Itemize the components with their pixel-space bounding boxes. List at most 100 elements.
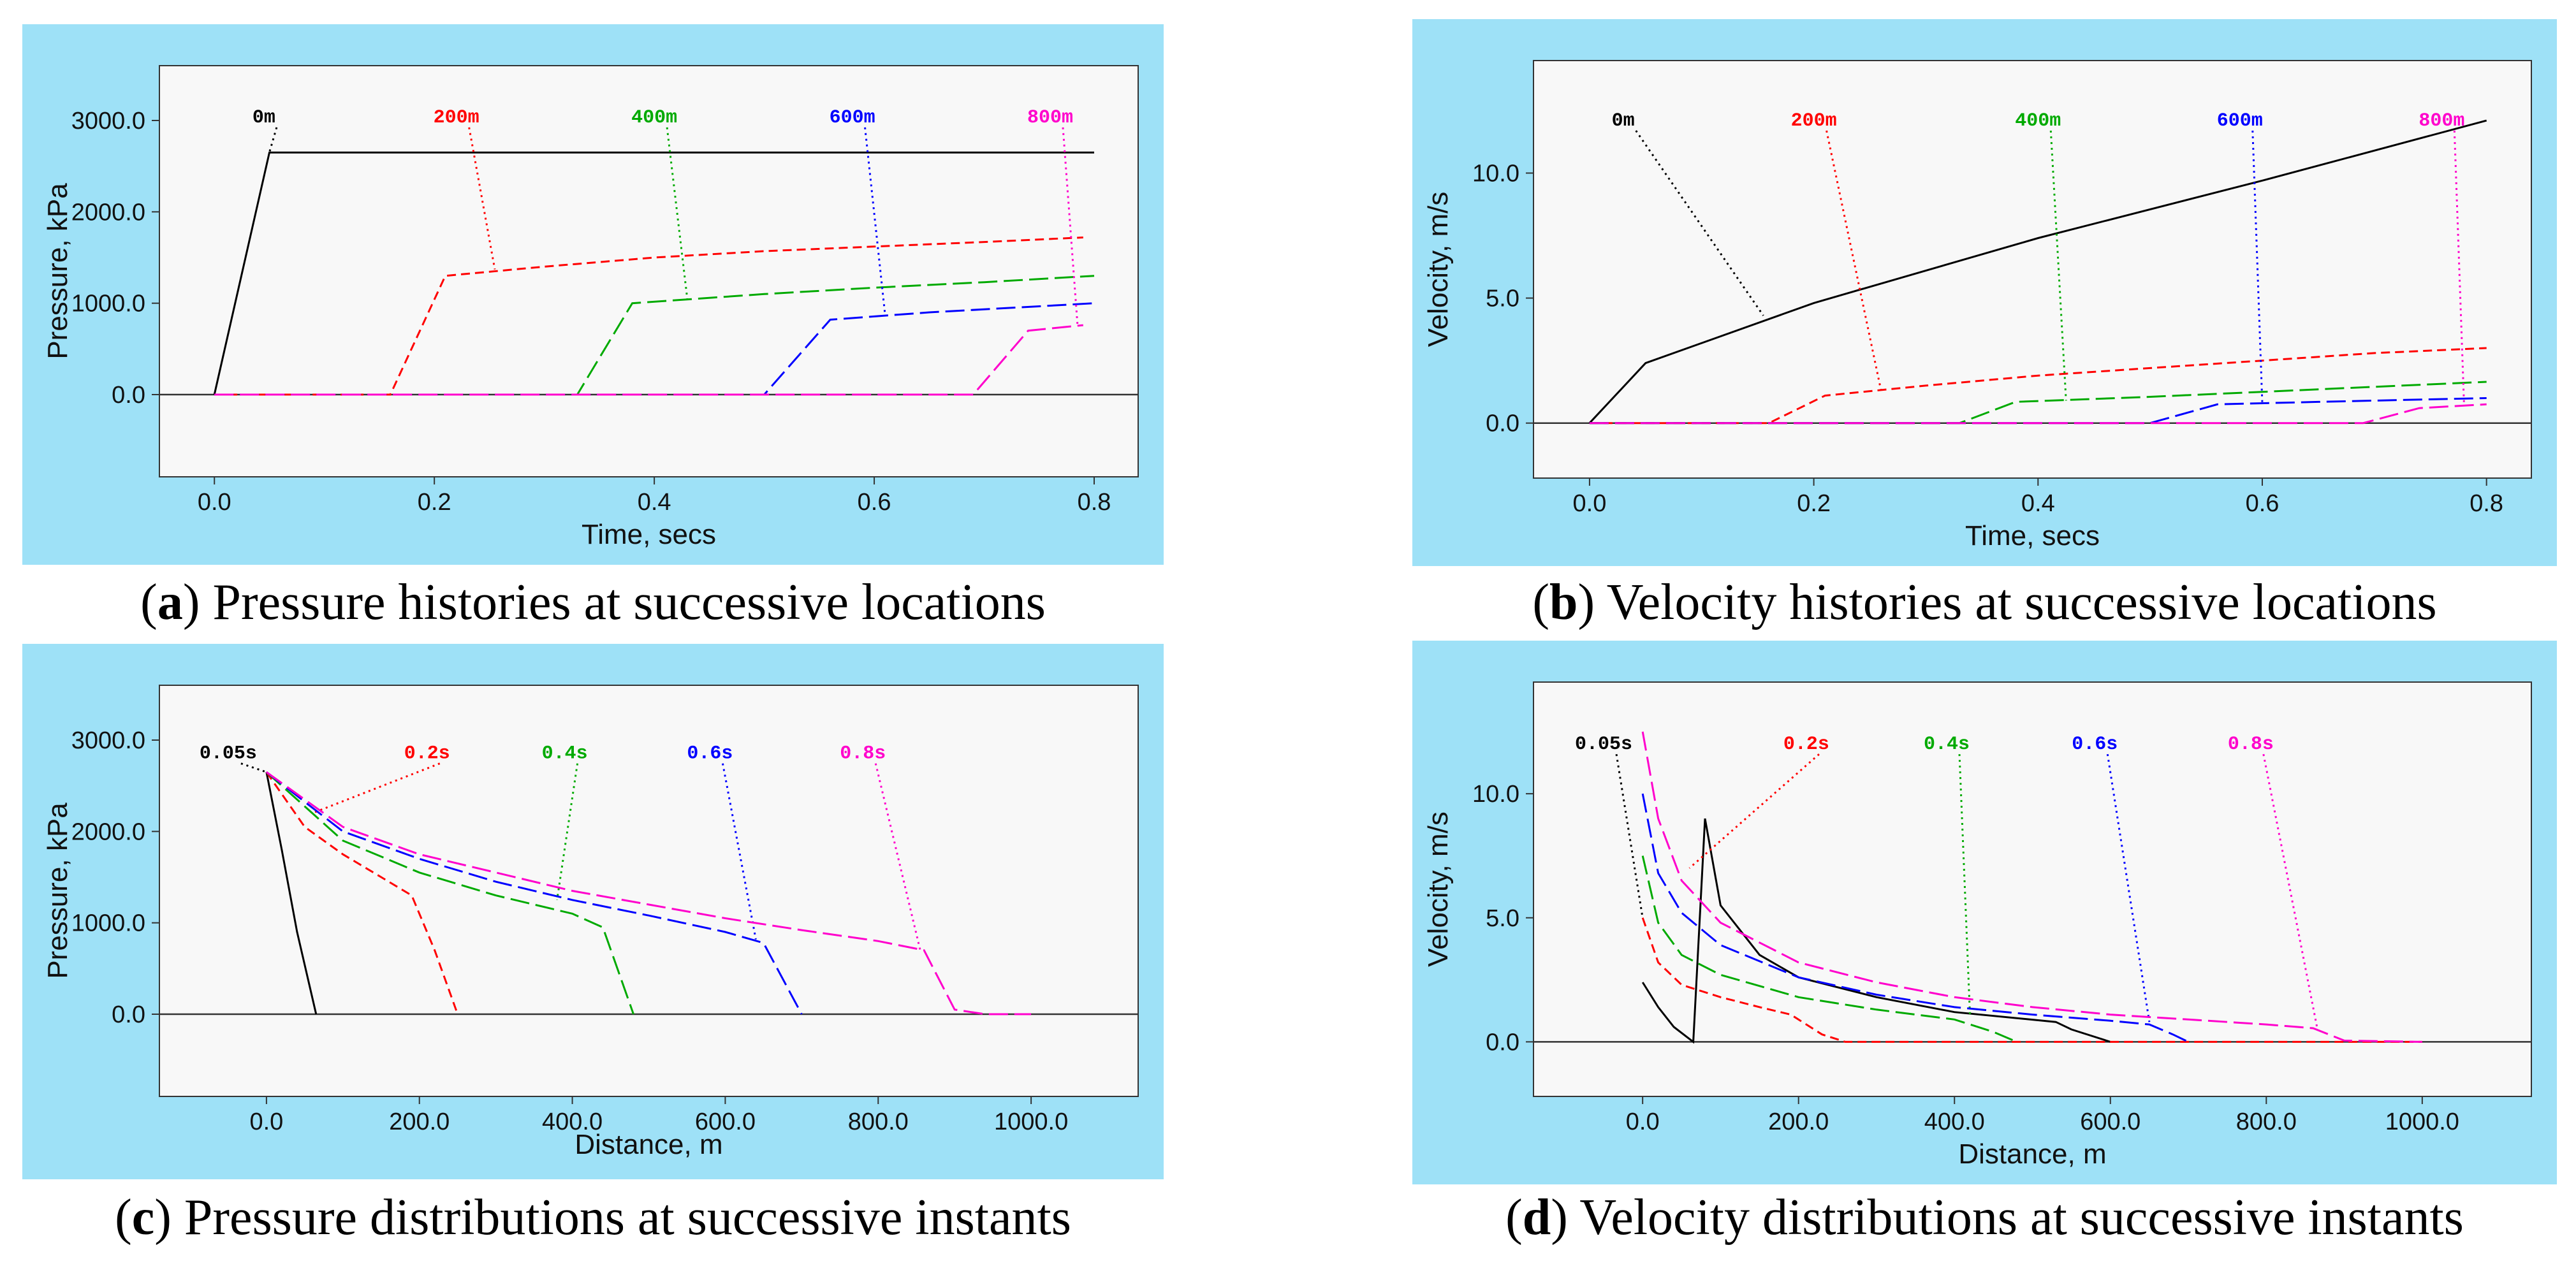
caption-d-letter: d bbox=[1522, 1189, 1551, 1246]
x-tick-label: 200.0 bbox=[389, 1109, 450, 1135]
series-label-400m: 400m bbox=[2015, 110, 2061, 132]
chart-b: 0.0 0.2 0.4 0.6 0.8 0.0 5.0 10.0 Time, secs Veloc… bbox=[1423, 60, 2532, 551]
caption-a-text: Pressure histories at successive locatio… bbox=[200, 574, 1046, 630]
series-label-0m: 0m bbox=[252, 107, 275, 129]
series-leader-800m bbox=[1062, 127, 1079, 328]
series-line-0_6s bbox=[1641, 793, 2189, 1043]
x-tick-label: 0.0 bbox=[1626, 1109, 1660, 1135]
x-tick-label: 800.0 bbox=[2236, 1109, 2297, 1135]
series-label-200m: 200m bbox=[434, 107, 479, 129]
x-tick-label: 0.6 bbox=[2246, 490, 2280, 517]
chart-panel-a: 0.0 0.2 0.4 0.6 0.8 0.0 1000.0 2000.0 3000.0 Time… bbox=[22, 24, 1164, 565]
series-label-600m: 600m bbox=[2217, 110, 2263, 132]
series-leader-0_05s bbox=[1615, 753, 1644, 918]
series-line-800m bbox=[1589, 403, 2487, 425]
caption-c-text: Pressure distributions at successive ins… bbox=[171, 1189, 1071, 1246]
series-label-0_2s: 0.2s bbox=[404, 743, 450, 765]
plot-area bbox=[159, 685, 1139, 1097]
x-axis-label: Distance, m bbox=[1958, 1138, 2106, 1170]
y-tick-label: 10.0 bbox=[1472, 781, 1519, 808]
caption-a: (a) Pressure histories at successive loc… bbox=[140, 574, 1046, 630]
y-tick-label: 3000.0 bbox=[71, 727, 145, 754]
series-line-0_4s bbox=[265, 771, 634, 1015]
y-tick-label: 2000.0 bbox=[71, 818, 145, 845]
series-leader-0_6s bbox=[721, 763, 757, 940]
series-leader-0_2s bbox=[1688, 753, 1820, 869]
series-label-200m: 200m bbox=[1791, 110, 1837, 132]
x-axis-label: Time, secs bbox=[1965, 520, 2100, 551]
y-tick-label: 0.0 bbox=[1486, 1029, 1519, 1056]
caption-a-letter: a bbox=[157, 574, 183, 630]
caption-d-text: Velocity distributions at successive ins… bbox=[1567, 1189, 2464, 1246]
x-tick-label: 0.0 bbox=[1573, 490, 1607, 517]
series-label-0_8s: 0.8s bbox=[840, 743, 886, 765]
series-line-0_4s bbox=[1641, 855, 2017, 1043]
y-axis-label: Velocity, m/s bbox=[1423, 811, 1454, 967]
x-tick-label: 0.2 bbox=[1797, 490, 1831, 517]
y-tick-label: 5.0 bbox=[1486, 286, 1519, 312]
caption-d: (d) Velocity distributions at successive… bbox=[1505, 1189, 2464, 1246]
series-label-0_2s: 0.2s bbox=[1783, 734, 1829, 755]
x-tick-label: 0.8 bbox=[1078, 489, 1111, 516]
series-line-0_2s bbox=[265, 771, 459, 1015]
y-tick-label: 2000.0 bbox=[71, 199, 145, 226]
chart-a: 0.0 0.2 0.4 0.6 0.8 0.0 1000.0 2000.0 3000.0 Time… bbox=[42, 65, 1139, 550]
series-line-0m bbox=[213, 151, 1094, 395]
x-tick-label: 0.6 bbox=[858, 489, 891, 516]
series-label-0_05s: 0.05s bbox=[1575, 734, 1632, 755]
series-line-200m bbox=[1589, 347, 2487, 425]
series-label-0_4s: 0.4s bbox=[542, 743, 588, 765]
x-tick-label: 1000.0 bbox=[2385, 1109, 2459, 1135]
y-axis-label: Pressure, kPa bbox=[42, 183, 73, 360]
series-label-0m: 0m bbox=[1612, 110, 1635, 132]
series-line-800m bbox=[214, 324, 1083, 396]
series-label-0_8s: 0.8s bbox=[2228, 734, 2274, 755]
chart-c: 0.0 200.0 400.0 600.0 800.0 1000.0 0.0 1000.0 20… bbox=[42, 685, 1139, 1160]
series-leader-400m bbox=[666, 127, 689, 299]
series-line-0_8s bbox=[266, 771, 1032, 1015]
x-tick-label: 0.4 bbox=[2021, 490, 2055, 517]
chart-d: 0.0 200.0 400.0 600.0 800.0 1000.0 0.0 5.0 10.0 D… bbox=[1423, 681, 2532, 1170]
y-axis-label: Pressure, kPa bbox=[42, 803, 73, 979]
series-leader-400m bbox=[2049, 130, 2067, 401]
plot-area bbox=[159, 65, 1139, 477]
x-tick-label: 800.0 bbox=[848, 1109, 909, 1135]
plot-area bbox=[1533, 681, 2532, 1097]
caption-b: (b) Velocity histories at successive loc… bbox=[1532, 574, 2437, 630]
y-tick-label: 1000.0 bbox=[71, 291, 145, 317]
x-tick-label: 600.0 bbox=[2080, 1109, 2141, 1135]
series-leader-0m bbox=[268, 127, 278, 153]
series-label-0_6s: 0.6s bbox=[2072, 734, 2118, 755]
series-leader-200m bbox=[468, 127, 496, 270]
y-tick-label: 10.0 bbox=[1472, 160, 1519, 187]
chart-panel-c: 0.0 200.0 400.0 600.0 800.0 1000.0 0.0 1000.0 20… bbox=[22, 644, 1164, 1179]
series-label-400m: 400m bbox=[631, 107, 677, 129]
y-tick-label: 0.0 bbox=[112, 1001, 145, 1028]
series-label-0_6s: 0.6s bbox=[687, 743, 733, 765]
x-tick-label: 600.0 bbox=[695, 1109, 756, 1135]
x-tick-label: 0.8 bbox=[2470, 490, 2503, 517]
y-axis-label: Velocity, m/s bbox=[1423, 192, 1454, 347]
caption-c-letter: c bbox=[131, 1189, 155, 1246]
y-tick-label: 0.0 bbox=[1486, 411, 1519, 437]
series-label-600m: 600m bbox=[830, 107, 875, 129]
x-tick-label: 200.0 bbox=[1768, 1109, 1829, 1135]
y-tick-label: 5.0 bbox=[1486, 905, 1519, 932]
chart-panel-b: 0.0 0.2 0.4 0.6 0.8 0.0 5.0 10.0 Time, secs Veloc… bbox=[1412, 19, 2557, 566]
series-label-0_4s: 0.4s bbox=[1924, 734, 1970, 755]
x-tick-label: 0.0 bbox=[249, 1109, 283, 1135]
x-tick-label: 0.0 bbox=[198, 489, 231, 516]
series-line-0_8s bbox=[1641, 731, 2422, 1043]
x-tick-label: 0.4 bbox=[638, 489, 671, 516]
series-leader-0_8s bbox=[2262, 753, 2318, 1028]
series-leader-0_4s bbox=[556, 763, 579, 901]
caption-b-letter: b bbox=[1549, 574, 1578, 630]
chart-panel-d: 0.0 200.0 400.0 600.0 800.0 1000.0 0.0 5.0 10.0 D… bbox=[1412, 641, 2557, 1184]
series-leader-0_4s bbox=[1958, 754, 1972, 1017]
x-tick-label: 0.2 bbox=[418, 489, 451, 516]
series-label-800m: 800m bbox=[1027, 107, 1073, 129]
series-label-800m: 800m bbox=[2419, 110, 2464, 132]
series-line-0_05s bbox=[265, 771, 318, 1015]
series-leader-200m bbox=[1826, 130, 1882, 391]
series-line-0_05s bbox=[1641, 818, 2111, 1044]
